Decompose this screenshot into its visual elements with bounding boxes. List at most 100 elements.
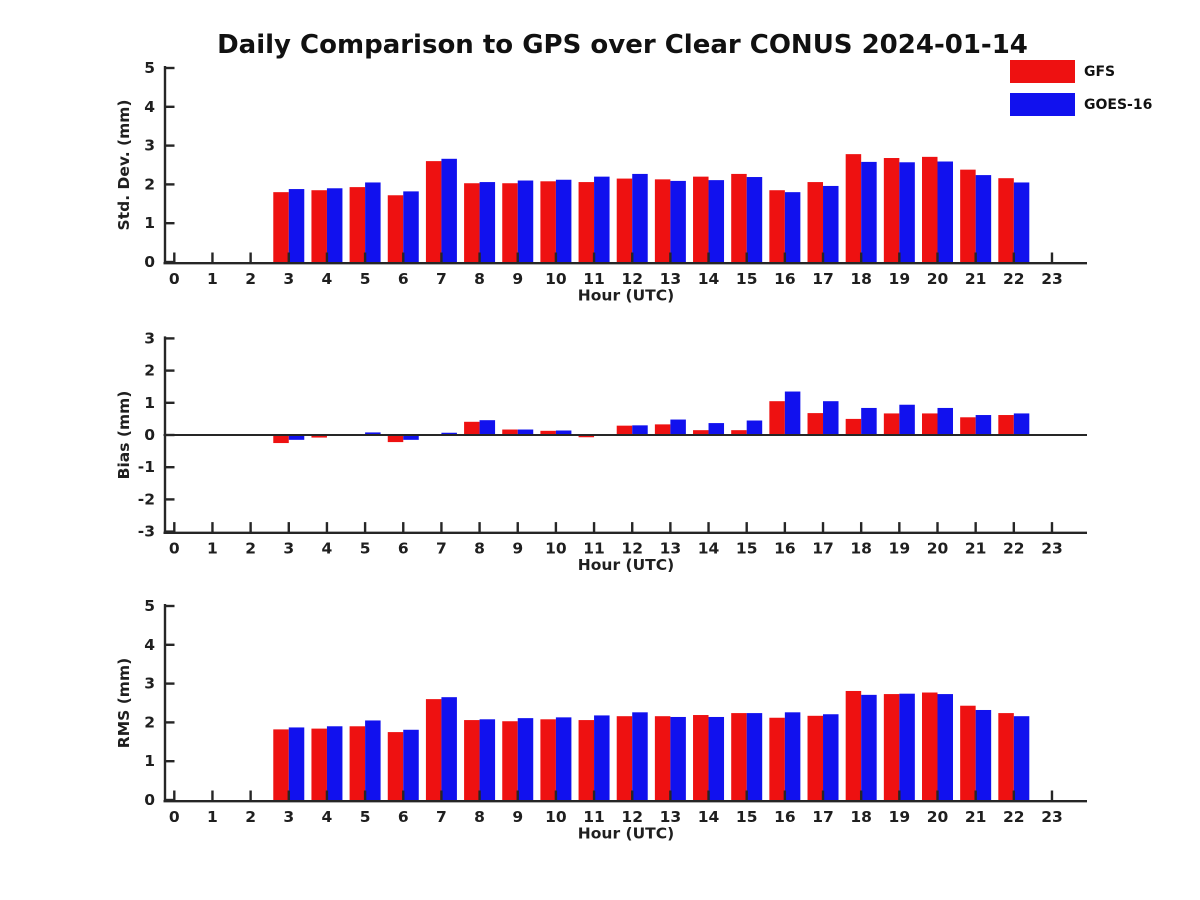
- x-tick-label: 17: [812, 808, 834, 826]
- y-tick-label: 3: [144, 329, 155, 347]
- y-tick-label: 1: [144, 394, 155, 412]
- x-tick-label: 16: [774, 270, 796, 288]
- bar-goes16-h10: [555, 179, 572, 262]
- x-tick-label: 13: [660, 540, 682, 558]
- x-tick-label: 19: [889, 540, 911, 558]
- x-tick-label: 23: [1041, 540, 1063, 558]
- bar-goes16-h6: [403, 729, 419, 800]
- x-tick-label: 4: [322, 808, 333, 826]
- x-axis-label: Hour (UTC): [578, 825, 674, 843]
- x-tick-label: 15: [736, 808, 758, 826]
- x-tick-label: 6: [398, 270, 409, 288]
- bar-goes16-h3: [288, 435, 305, 440]
- x-tick-label: 0: [169, 270, 180, 288]
- legend-swatch-goes16: [1010, 93, 1075, 116]
- bar-goes16-h22: [1013, 182, 1030, 262]
- bar-goes16-h19: [899, 404, 915, 435]
- bar-gfs-h15: [731, 713, 747, 800]
- chart-rms: 0 1 2 3 4 5 0 1 2 3 4 5 6 7 8 9 10 11 12 13 14 15 16 17 18 19 20 21…: [0, 590, 1200, 850]
- x-tick-label: 9: [512, 808, 523, 826]
- bar-goes16-h12: [632, 173, 648, 262]
- x-tick-label: 8: [474, 808, 485, 826]
- x-tick-label: 4: [322, 540, 333, 558]
- y-tick-label: 3: [144, 675, 155, 693]
- bar-gfs-h15: [731, 173, 747, 262]
- x-tick-label: 2: [245, 270, 256, 288]
- bars-rms: [273, 690, 1030, 800]
- x-tick-label: 12: [621, 270, 643, 288]
- bar-goes16-h14: [708, 716, 725, 800]
- bar-goes16-h16: [784, 391, 801, 435]
- x-tick-label: 1: [207, 540, 218, 558]
- x-tick-label: 7: [436, 540, 447, 558]
- bar-goes16-h20: [937, 694, 953, 800]
- x-tick-label: 8: [474, 540, 485, 558]
- x-tick-label: 3: [283, 808, 294, 826]
- bar-goes16-h21: [975, 415, 992, 435]
- x-tick-label: 14: [698, 270, 720, 288]
- bar-gfs-h4: [311, 190, 327, 262]
- bar-gfs-h17: [807, 715, 824, 800]
- y-tick-label: 2: [144, 362, 155, 380]
- bar-goes16-h16: [784, 712, 801, 800]
- bar-goes16-h22: [1013, 716, 1030, 800]
- bar-goes16-h8: [479, 182, 496, 262]
- bar-goes16-h5: [365, 432, 381, 435]
- chart-bias: -3 -2 -1 0 1 2 3 0 1 2 3 4 5 6 7 8 9 10 11 12 13 14 15 16 17 18 19…: [0, 325, 1200, 577]
- y-tick-label: 0: [144, 426, 155, 444]
- bar-gfs-h13: [654, 179, 671, 262]
- x-tick-label: 2: [245, 808, 256, 826]
- x-ticks: 0 1 2 3 4 5 6 7 8 9 10 11 12 13 14 15 16 17 18 19 20 21 22 23: [169, 522, 1063, 558]
- bar-goes16-h11: [594, 176, 610, 262]
- bar-goes16-h15: [746, 420, 763, 435]
- bar-goes16-h21: [975, 175, 992, 262]
- x-tick-label: 16: [774, 808, 796, 826]
- x-tick-label: 10: [545, 270, 567, 288]
- x-tick-label: 19: [889, 808, 911, 826]
- bar-goes16-h10: [555, 430, 572, 435]
- x-tick-label: 15: [736, 270, 758, 288]
- bar-goes16-h18: [861, 161, 877, 262]
- x-tick-label: 14: [698, 540, 720, 558]
- bar-gfs-h22: [998, 178, 1014, 262]
- x-tick-label: 20: [927, 808, 949, 826]
- x-tick-label: 9: [512, 540, 523, 558]
- bar-gfs-h16: [769, 717, 785, 800]
- bar-gfs-h3: [273, 192, 289, 262]
- bar-goes16-h22: [1013, 413, 1030, 435]
- x-tick-label: 1: [207, 270, 218, 288]
- bar-gfs-h3: [273, 729, 289, 800]
- bar-gfs-h13: [654, 716, 671, 800]
- bar-goes16-h9: [517, 180, 534, 262]
- bar-goes16-h8: [479, 420, 496, 435]
- x-tick-label: 18: [850, 808, 872, 826]
- x-tick-label: 4: [322, 270, 333, 288]
- y-ticks: 0 1 2 3 4 5: [144, 597, 175, 809]
- bar-goes16-h20: [937, 407, 953, 435]
- x-tick-label: 18: [850, 540, 872, 558]
- y-tick-label: 0: [144, 791, 155, 809]
- chart-std-dev: 0 1 2 3 4 5 0 1 2 3 4 5 6 7 8 9 10 11 12 13 14 15 16 17 18 19 20 21…: [0, 55, 1200, 305]
- bar-gfs-h4: [311, 728, 327, 800]
- x-tick-label: 0: [169, 540, 180, 558]
- bar-gfs-h7: [425, 699, 442, 800]
- x-ticks: 0 1 2 3 4 5 6 7 8 9 10 11 12 13 14 15 16 17 18 19 20 21 22 23: [169, 790, 1063, 826]
- bar-gfs-h20: [922, 692, 938, 800]
- bar-gfs-h10: [540, 430, 556, 435]
- bar-gfs-h17: [807, 413, 824, 435]
- y-tick-label: 0: [144, 253, 155, 271]
- x-tick-label: 22: [1003, 540, 1025, 558]
- bar-goes16-h14: [708, 180, 725, 262]
- bar-goes16-h10: [555, 717, 572, 800]
- bar-gfs-h13: [654, 424, 671, 435]
- bar-gfs-h16: [769, 401, 785, 435]
- bar-goes16-h6: [403, 191, 419, 262]
- bar-goes16-h11: [594, 715, 610, 800]
- bar-gfs-h17: [807, 182, 824, 262]
- x-tick-label: 19: [889, 270, 911, 288]
- x-tick-label: 9: [512, 270, 523, 288]
- bar-goes16-h14: [708, 423, 725, 435]
- x-tick-label: 20: [927, 270, 949, 288]
- legend-label-goes16: GOES-16: [1084, 96, 1153, 113]
